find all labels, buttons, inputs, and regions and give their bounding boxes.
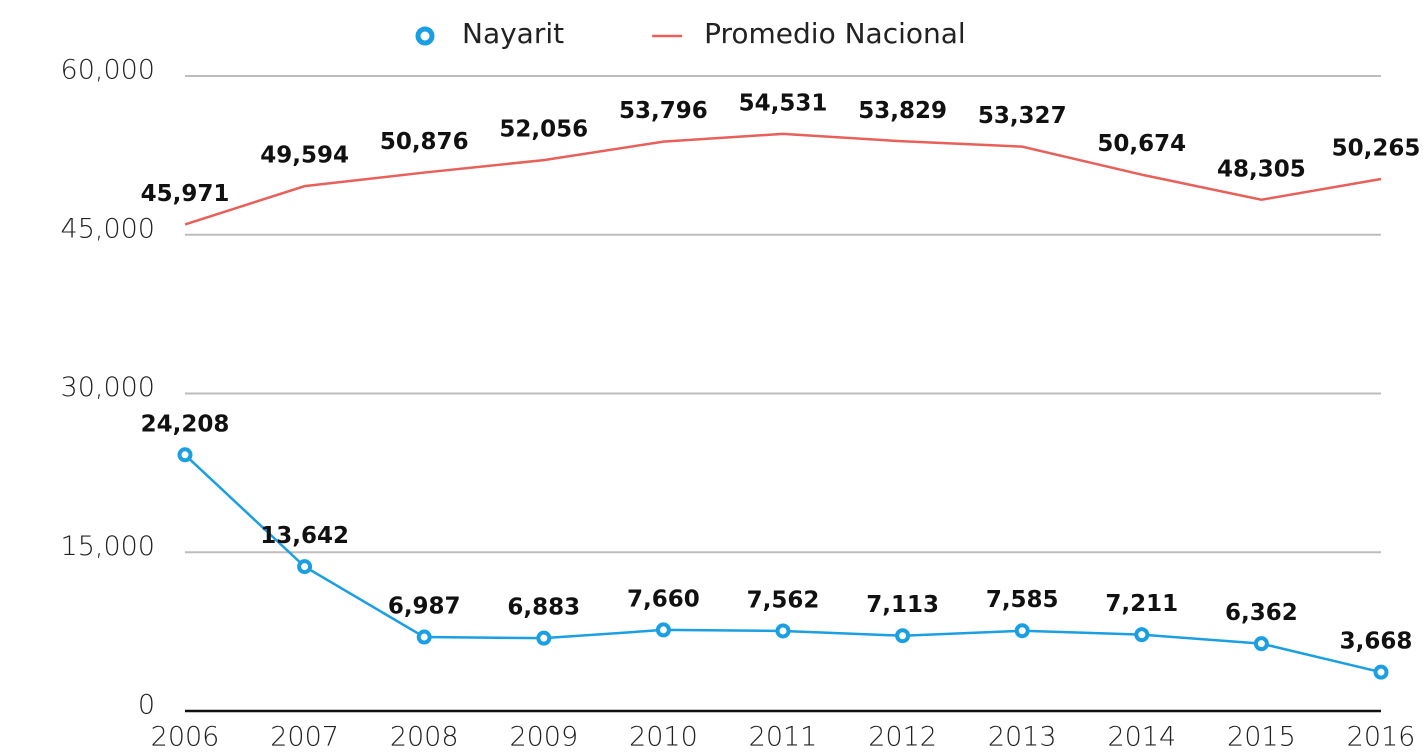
point-marker <box>1014 623 1030 639</box>
data-label: 53,829 <box>858 98 947 124</box>
data-label: 53,796 <box>619 98 708 124</box>
point-marker <box>297 559 313 575</box>
data-label: 48,305 <box>1217 156 1306 182</box>
point-marker <box>1134 627 1150 643</box>
data-label: 13,642 <box>260 523 349 549</box>
point-marker <box>177 447 193 463</box>
data-label: 6,362 <box>1225 600 1298 626</box>
x-tick-label: 2008 <box>390 722 459 753</box>
x-tick-label: 2013 <box>988 722 1057 753</box>
data-label: 7,113 <box>866 592 939 618</box>
point-marker <box>895 628 911 644</box>
series-line <box>184 132 1382 226</box>
point-marker <box>775 623 791 639</box>
data-label: 7,211 <box>1105 591 1178 617</box>
data-label: 50,876 <box>380 129 469 155</box>
data-label: 3,668 <box>1340 629 1413 655</box>
point-marker <box>1253 636 1269 652</box>
y-tick-label: 60,000 <box>61 55 155 86</box>
point-marker <box>536 630 552 646</box>
y-tick-label: 15,000 <box>61 531 155 562</box>
data-label: 7,585 <box>986 587 1059 613</box>
data-label: 53,327 <box>978 103 1067 129</box>
x-tick-label: 2010 <box>629 722 698 753</box>
data-label: 24,208 <box>141 411 230 437</box>
y-tick-label: 45,000 <box>61 213 155 244</box>
data-label: 54,531 <box>739 90 828 116</box>
data-label: 50,674 <box>1097 131 1186 157</box>
x-tick-label: 2006 <box>151 722 220 753</box>
series-line <box>184 453 1382 674</box>
point-marker <box>1373 664 1389 680</box>
data-label: 7,562 <box>747 587 820 613</box>
legend-marker <box>415 26 435 46</box>
legend-label: Nayarit <box>462 17 564 50</box>
data-label: 7,660 <box>627 586 700 612</box>
data-label: 50,265 <box>1332 136 1421 162</box>
data-label: 49,594 <box>260 143 349 169</box>
data-label: 6,987 <box>388 594 461 620</box>
x-tick-label: 2015 <box>1227 722 1296 753</box>
data-label: 45,971 <box>141 181 230 207</box>
legend-label: Promedio Nacional <box>704 17 966 50</box>
x-tick-label: 2014 <box>1107 722 1176 753</box>
x-tick-label: 2009 <box>509 722 578 753</box>
point-marker <box>655 622 671 638</box>
y-tick-label: 30,000 <box>61 372 155 403</box>
y-tick-label: 0 <box>138 690 155 721</box>
x-tick-label: 2016 <box>1347 722 1416 753</box>
data-label: 52,056 <box>499 117 588 143</box>
x-tick-label: 2012 <box>868 722 937 753</box>
point-marker <box>416 629 432 645</box>
data-label: 6,883 <box>507 595 580 621</box>
x-tick-label: 2011 <box>749 722 818 753</box>
x-tick-label: 2007 <box>270 722 339 753</box>
